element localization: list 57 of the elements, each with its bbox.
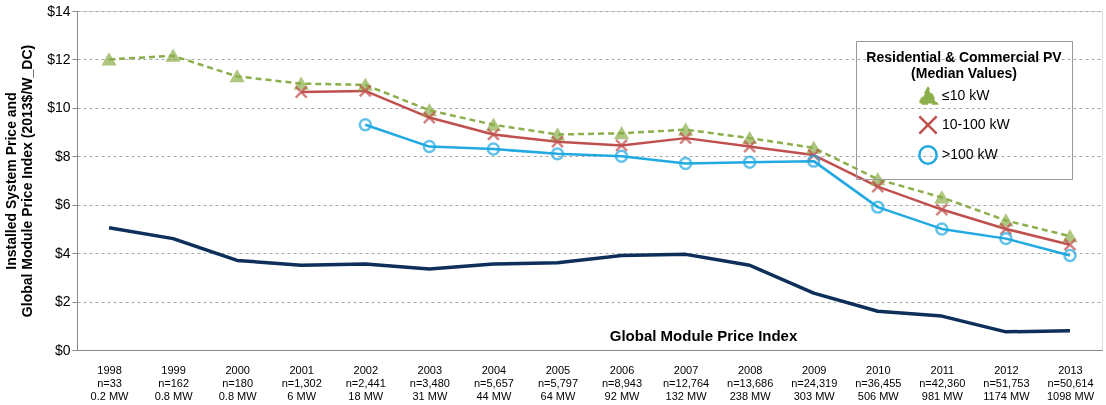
y-tick-label: $10 xyxy=(47,99,71,116)
point xyxy=(486,142,501,156)
point xyxy=(1063,248,1077,263)
x-tick-label: 2003 n=3,480 31 MW xyxy=(409,363,450,402)
point xyxy=(486,127,501,142)
x-tick-label: 2008 n=13,686 238 MW xyxy=(727,363,774,402)
point xyxy=(678,131,693,145)
x-tick-label: 2010 n=36,455 506 MW xyxy=(855,363,902,402)
legend-title: Residential & Commercial PV (Median Values) xyxy=(866,49,1063,81)
text: Global Module Price Index xyxy=(609,327,798,344)
point xyxy=(614,149,629,163)
x-tick-label: 2002 n=2,441 18 MW xyxy=(345,363,386,402)
point xyxy=(358,84,373,98)
point xyxy=(550,147,565,161)
x-tick-label: 1998 n=33 0.2 MW xyxy=(90,363,130,402)
y-tick-label: $8 xyxy=(54,147,71,164)
point xyxy=(806,154,821,168)
x-tick-label: 2009 n=24,319 303 MW xyxy=(791,363,838,402)
point xyxy=(678,156,693,171)
point xyxy=(358,118,373,132)
x-tick-label: 2007 n=12,764 132 MW xyxy=(663,363,710,402)
legend-label: >100 kW xyxy=(942,146,999,162)
point xyxy=(935,191,949,204)
point xyxy=(999,231,1013,246)
y-tick-label: $0 xyxy=(54,341,71,358)
x-tick-label: 2000 n=180 0.8 MW xyxy=(218,363,258,402)
point xyxy=(422,110,437,125)
y-tick-label: $6 xyxy=(54,196,71,213)
point xyxy=(935,202,949,217)
x-tick-label: 2011 n=42,360 981 MW xyxy=(919,363,966,402)
x-tick-label: 2001 n=1,302 6 MW xyxy=(281,363,322,402)
x-tick-label: 2006 n=8,943 92 MW xyxy=(601,363,643,402)
point xyxy=(614,127,629,140)
x-tick-label: 1999 n=162 0.8 MW xyxy=(154,363,194,402)
y-tick-label: $14 xyxy=(47,2,71,19)
point xyxy=(294,85,308,99)
y-axis-title: Installed System Price and Global Module Price Index (2013$/W_DC) xyxy=(3,44,36,318)
point xyxy=(742,139,757,154)
point xyxy=(550,135,565,149)
x-tick-label: 2004 n=5,657 44 MW xyxy=(473,363,514,402)
y-tick-label: $12 xyxy=(47,50,71,67)
x-tick-label: 2013 n=50,614 1098 MW xyxy=(1046,363,1095,402)
point xyxy=(742,155,757,170)
x-tick-label: 2012 n=51,753 1174 MW xyxy=(983,363,1031,402)
point xyxy=(935,222,949,236)
y-tick-label: $2 xyxy=(54,293,71,310)
point xyxy=(230,70,244,83)
point xyxy=(102,53,116,66)
point xyxy=(422,139,437,154)
legend-label: 10-100 kW xyxy=(942,116,1011,132)
x-tick-label: 2005 n=5,797 64 MW xyxy=(537,363,579,402)
point xyxy=(871,179,885,194)
y-tick-label: $4 xyxy=(54,244,71,261)
legend-label: ≤10 kW xyxy=(942,87,991,103)
point xyxy=(486,118,501,131)
point xyxy=(871,200,885,214)
point xyxy=(166,49,180,62)
